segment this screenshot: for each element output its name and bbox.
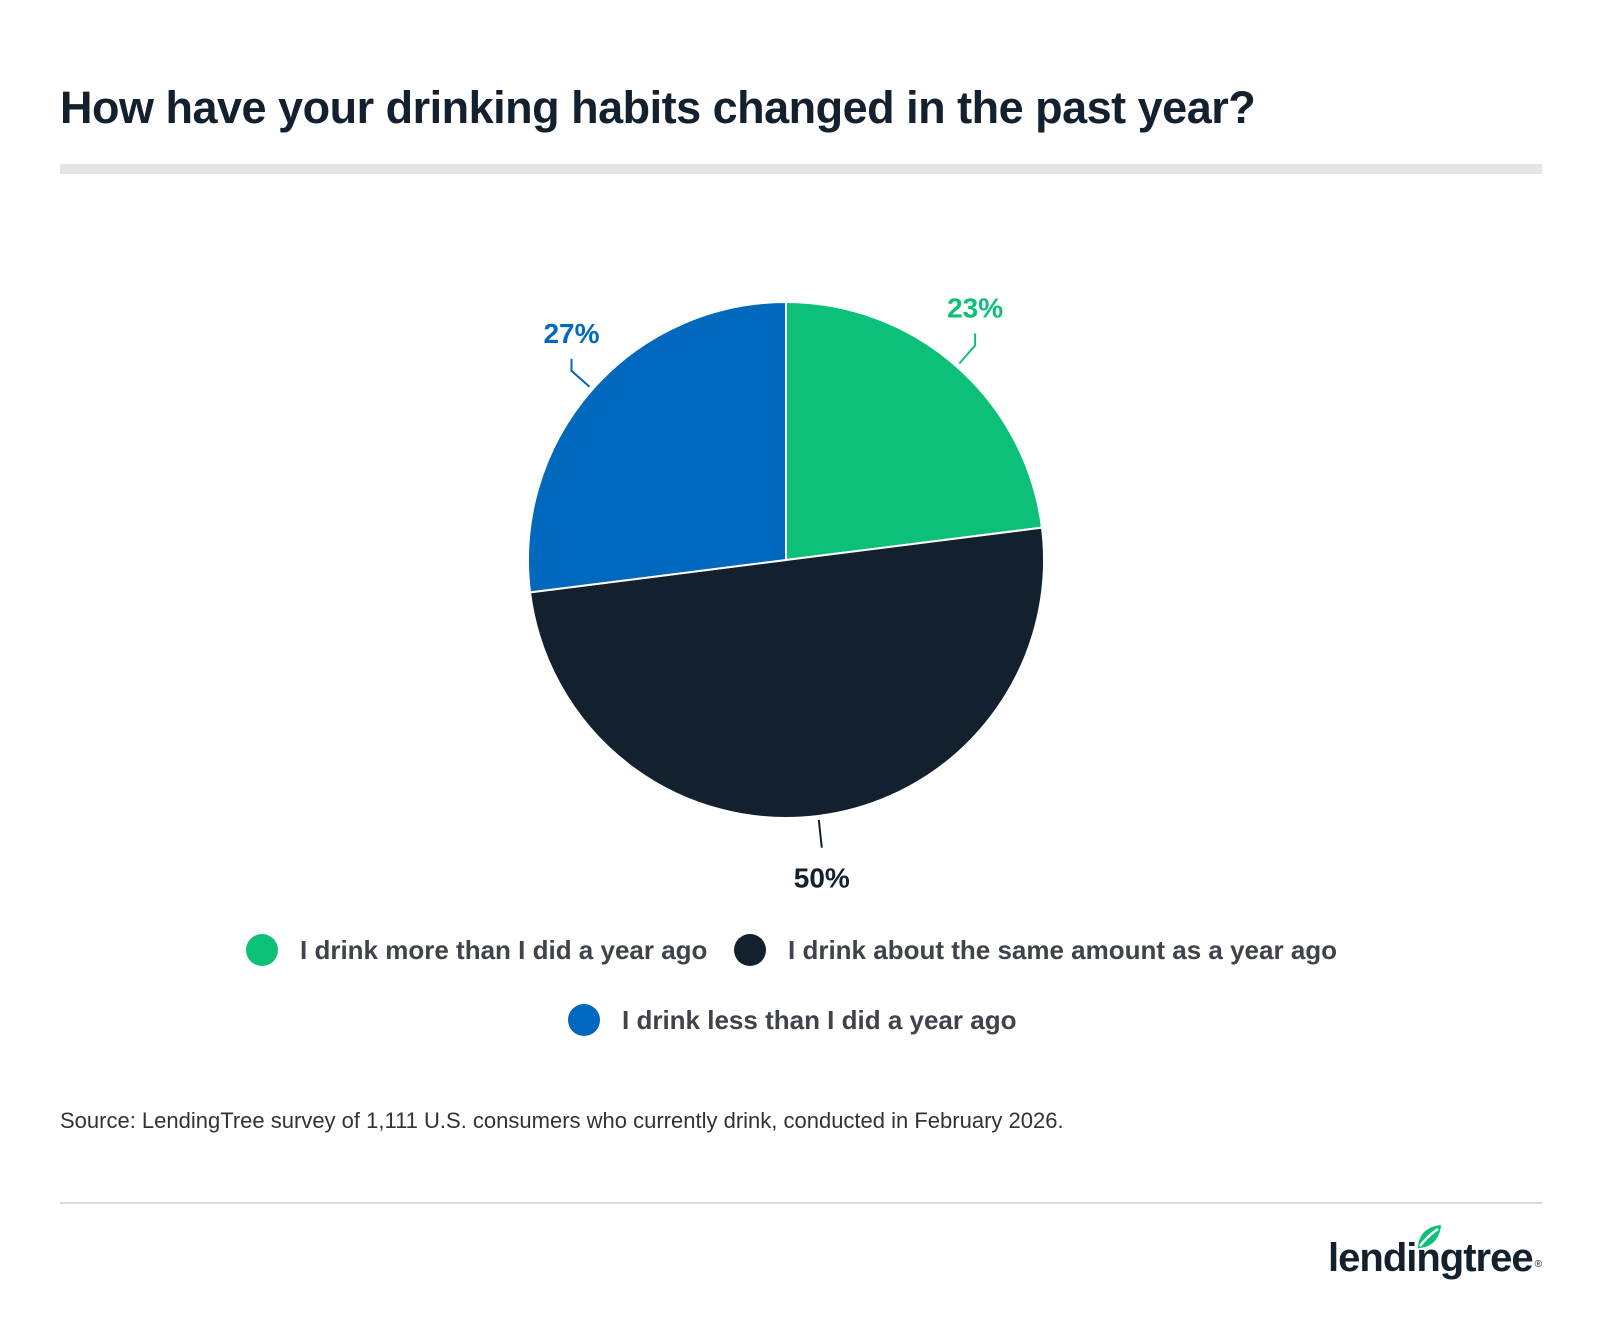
leader-line-more (958, 333, 977, 365)
pie-chart: 23% 50% 27% (527, 293, 1045, 894)
legend-label-same: I drink about the same amount as a year … (788, 934, 1338, 965)
pie-slice-less (527, 300, 787, 594)
pie-slice-same (528, 526, 1045, 820)
legend-item-same: I drink about the same amount as a year … (734, 934, 1337, 966)
pie-slice-more (785, 300, 1044, 562)
footer-divider (60, 1202, 1542, 1204)
title-divider (60, 164, 1542, 174)
registered-mark: ® (1534, 1259, 1542, 1270)
slice-label-less: 27% (543, 318, 599, 349)
legend-swatch-more (246, 934, 278, 966)
leader-line-same (817, 819, 823, 848)
pie-slices (527, 300, 1045, 820)
leaf-icon (1418, 1225, 1441, 1248)
legend-swatch-less (568, 1004, 600, 1036)
source-note: Source: LendingTree survey of 1,111 U.S.… (60, 1108, 1064, 1133)
legend-label-less: I drink less than I did a year ago (622, 1004, 1017, 1035)
chart-title: How have your drinking habits changed in… (60, 82, 1256, 133)
logo-wordmark: lendingtree (1328, 1236, 1534, 1280)
legend-swatch-same (734, 934, 766, 966)
lendingtree-logo: lendingtree ® (1328, 1225, 1542, 1280)
legend-item-less: I drink less than I did a year ago (568, 1004, 1016, 1036)
slice-label-more: 23% (947, 293, 1003, 324)
slice-label-same: 50% (794, 863, 850, 894)
legend-item-more: I drink more than I did a year ago (246, 934, 707, 966)
leader-line-less (570, 358, 591, 388)
slice-labels: 23% 50% 27% (543, 293, 1003, 894)
legend-label-more: I drink more than I did a year ago (300, 934, 708, 965)
label-leaders (570, 333, 977, 848)
